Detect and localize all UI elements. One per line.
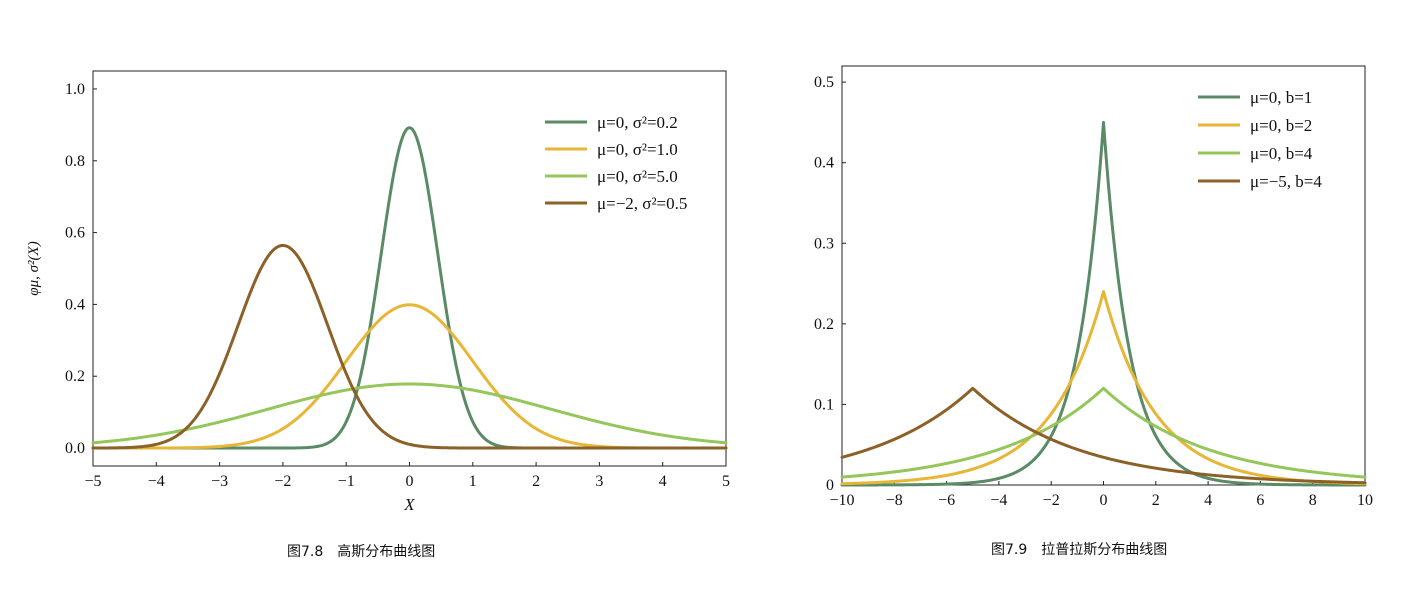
legend-label: μ=0, b=2	[1250, 116, 1312, 135]
y-tick-label: 0.5	[814, 74, 834, 91]
y-tick-label: 0	[826, 477, 834, 494]
y-tick-label: 0.6	[65, 225, 85, 242]
x-tick-label: 0	[1100, 492, 1108, 509]
x-tick-label: −4	[148, 473, 165, 490]
x-tick-label: −10	[829, 492, 854, 509]
laplace-figure: −10 −8 −6 −4 −2 0 2 4 6 8 10 0 0.1 0.2 0.3 0.4 0.5 μ=0, b…	[760, 0, 1420, 602]
x-tick-label: −2	[274, 473, 291, 490]
y-tick-label: 0.4	[65, 296, 85, 313]
x-tick-label: 1	[469, 473, 477, 490]
x-tick-label: 5	[722, 473, 730, 490]
x-tick-label: −8	[886, 492, 903, 509]
series-line	[91, 243, 728, 450]
x-tick-label: −3	[211, 473, 228, 490]
y-tick-label: 0.1	[814, 396, 834, 413]
y-tick-label: 0.2	[65, 368, 85, 385]
series-line	[840, 120, 1367, 487]
x-tick-label: 2	[532, 473, 540, 490]
y-axis-label: φμ, σ²(X)	[26, 241, 42, 295]
series-line	[91, 382, 728, 445]
series-line	[840, 290, 1367, 486]
legend-label: μ=0, σ²=1.0	[597, 140, 678, 159]
gaussian-caption: 图7.8 高斯分布曲线图	[287, 544, 436, 560]
legend-label: μ=0, b=1	[1250, 88, 1312, 107]
legend-label: μ=−2, σ²=0.5	[597, 194, 687, 213]
x-tick-label: 8	[1309, 492, 1317, 509]
x-tick-label: 3	[595, 473, 603, 490]
legend-label: μ=0, σ²=0.2	[597, 113, 678, 132]
y-tick-label: 1.0	[65, 81, 85, 98]
y-tick-label: 0.8	[65, 153, 85, 170]
x-tick-label: −6	[938, 492, 955, 509]
legend-label: μ=0, σ²=5.0	[597, 167, 678, 186]
y-tick-label: 0.3	[814, 235, 834, 252]
x-tick-label: 6	[1256, 492, 1264, 509]
laplace-caption: 图7.9 拉普拉斯分布曲线图	[991, 542, 1168, 558]
x-tick-label: 0	[406, 473, 414, 490]
x-tick-label: −4	[990, 492, 1007, 509]
x-tick-label: −1	[338, 473, 355, 490]
legend-label: μ=0, b=4	[1250, 144, 1313, 163]
x-tick-label: 2	[1152, 492, 1160, 509]
x-tick-label: −2	[1043, 492, 1060, 509]
x-tick-label: 4	[659, 473, 667, 490]
series-line	[840, 386, 1367, 479]
x-tick-label: −5	[84, 473, 101, 490]
laplace-chart: −10 −8 −6 −4 −2 0 2 4 6 8 10 0 0.1 0.2 0.3 0.4 0.5 μ=0, b…	[814, 65, 1373, 509]
x-axis-label: X	[403, 495, 415, 514]
series-line	[840, 386, 1367, 485]
y-tick-label: 0.4	[814, 155, 834, 172]
y-tick-label: 0.2	[814, 316, 834, 333]
gaussian-chart: −5 −4 −3 −2 −1 0 1 2 3 4 5 0.0 0.2 0.4 0.6 0.8 1.0 Xφμ, σ…	[26, 70, 730, 514]
x-tick-label: 4	[1204, 492, 1212, 509]
y-tick-label: 0.0	[65, 440, 85, 457]
legend-label: μ=−5, b=4	[1250, 172, 1322, 191]
x-tick-label: 10	[1357, 492, 1373, 509]
